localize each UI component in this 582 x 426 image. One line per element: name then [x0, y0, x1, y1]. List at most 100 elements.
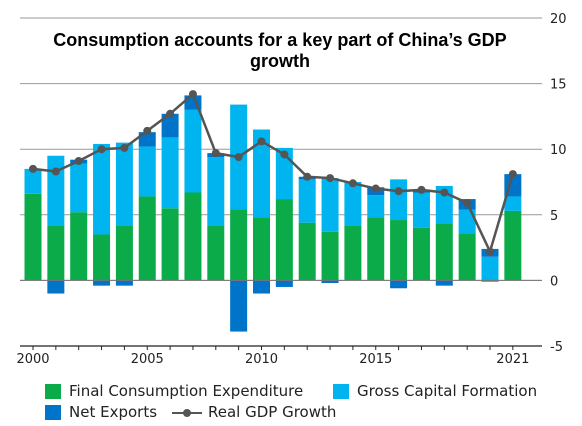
- gdp-point: [234, 153, 243, 162]
- legend-swatch-net-exports: [45, 404, 61, 420]
- bar-capital: [24, 168, 42, 194]
- bar-consumption: [435, 223, 453, 281]
- bar-capital: [367, 195, 385, 218]
- bar-capital: [207, 157, 225, 226]
- legend-item-gdp: Real GDP Growth: [172, 403, 336, 421]
- bar-consumption: [93, 234, 111, 281]
- bar-consumption: [458, 233, 476, 281]
- bar-net-exports: [115, 280, 133, 286]
- bar-net-exports: [275, 280, 293, 287]
- x-tick-label: 2015: [359, 352, 392, 367]
- bar-consumption: [47, 225, 65, 281]
- bar-capital: [344, 182, 362, 226]
- gdp-point: [120, 143, 129, 152]
- chart-title: Consumption accounts for a key part of C…: [53, 30, 507, 71]
- bar-capital: [321, 178, 339, 232]
- x-tick-label: 2000: [16, 352, 49, 367]
- gdp-point: [508, 170, 517, 179]
- x-tick-label: 2005: [131, 352, 164, 367]
- x-tick-label: 2010: [245, 352, 278, 367]
- y-tick-label: 5: [550, 209, 558, 224]
- gdp-point: [303, 172, 312, 181]
- legend-line-gdp: [172, 405, 202, 420]
- bar-capital: [138, 146, 156, 197]
- gdp-point: [417, 185, 426, 194]
- gdp-point: [486, 247, 494, 256]
- bar-capital: [275, 147, 293, 200]
- bar-consumption: [24, 193, 42, 281]
- legend-label-net-exports: Net Exports: [69, 403, 158, 421]
- bar-consumption: [275, 199, 293, 281]
- bar-capital: [70, 163, 88, 213]
- bar-consumption: [298, 222, 316, 281]
- gdp-point: [143, 126, 152, 135]
- bar-net-exports: [161, 113, 179, 138]
- bar-capital: [184, 109, 202, 193]
- y-tick-label: 0: [550, 274, 558, 289]
- y-tick-label: 20: [550, 12, 567, 27]
- bar-consumption: [115, 225, 133, 281]
- bar-capital: [161, 137, 179, 209]
- gdp-point: [371, 184, 380, 193]
- bar-capital: [412, 192, 430, 228]
- bar-net-exports: [138, 132, 156, 147]
- bar-consumption: [138, 196, 156, 281]
- bar-consumption: [161, 208, 179, 281]
- gdp-point: [440, 188, 449, 197]
- gdp-point: [348, 179, 357, 188]
- gdp-line: [32, 91, 515, 256]
- y-tick-label: 15: [550, 78, 567, 93]
- gdp-point: [51, 167, 60, 176]
- bar-net-exports: [253, 280, 270, 294]
- legend-swatch-capital: [333, 383, 349, 399]
- bar-capital: [253, 129, 270, 218]
- gdp-point: [74, 157, 83, 166]
- bar-net-exports: [93, 280, 111, 286]
- bar-consumption: [504, 210, 522, 281]
- gdp-point: [257, 137, 266, 146]
- y-tick-label: 10: [550, 143, 567, 158]
- gdp-point: [188, 90, 197, 99]
- gdp-point: [29, 164, 37, 173]
- bar-capital: [390, 179, 408, 221]
- bar-net-exports: [47, 280, 65, 294]
- gdp-point: [280, 150, 289, 159]
- bar-consumption: [321, 231, 339, 281]
- bar-consumption: [390, 220, 408, 281]
- legend-label-capital: Gross Capital Formation: [357, 382, 538, 400]
- gdp-point: [394, 187, 403, 196]
- bar-capital: [504, 196, 522, 211]
- bar-consumption: [481, 280, 499, 282]
- bar-consumption: [367, 217, 385, 281]
- gdp-point: [166, 109, 175, 118]
- bar-consumption: [184, 192, 202, 281]
- y-tick-label: -5: [550, 340, 563, 355]
- legend-label-consumption: Final Consumption Expenditure: [69, 382, 304, 400]
- legend-swatch-consumption: [45, 383, 61, 399]
- x-tick-label: 2021: [496, 352, 529, 367]
- gdp-line-group: [29, 90, 517, 256]
- bar-capital: [93, 143, 111, 235]
- bar-capital: [458, 209, 476, 234]
- bar-consumption: [70, 212, 88, 281]
- bar-capital: [298, 179, 316, 223]
- bar-capital: [481, 256, 499, 281]
- legend-label-gdp: Real GDP Growth: [208, 403, 337, 421]
- bar-capital: [115, 142, 133, 226]
- legend-item-net-exports: Net Exports: [45, 403, 157, 421]
- legend-item-capital: Gross Capital Formation: [333, 382, 537, 400]
- gdp-point: [211, 149, 220, 158]
- legend-item-consumption: Final Consumption Expenditure: [45, 382, 303, 400]
- bar-net-exports: [230, 280, 248, 332]
- bar-net-exports: [390, 280, 408, 289]
- bar-consumption: [207, 225, 225, 281]
- bar-net-exports: [321, 280, 339, 284]
- bars-group: [24, 95, 522, 332]
- bar-consumption: [253, 217, 270, 281]
- bar-consumption: [412, 227, 430, 281]
- bar-consumption: [344, 225, 362, 281]
- bar-capital: [47, 155, 65, 226]
- gdp-point: [463, 198, 472, 207]
